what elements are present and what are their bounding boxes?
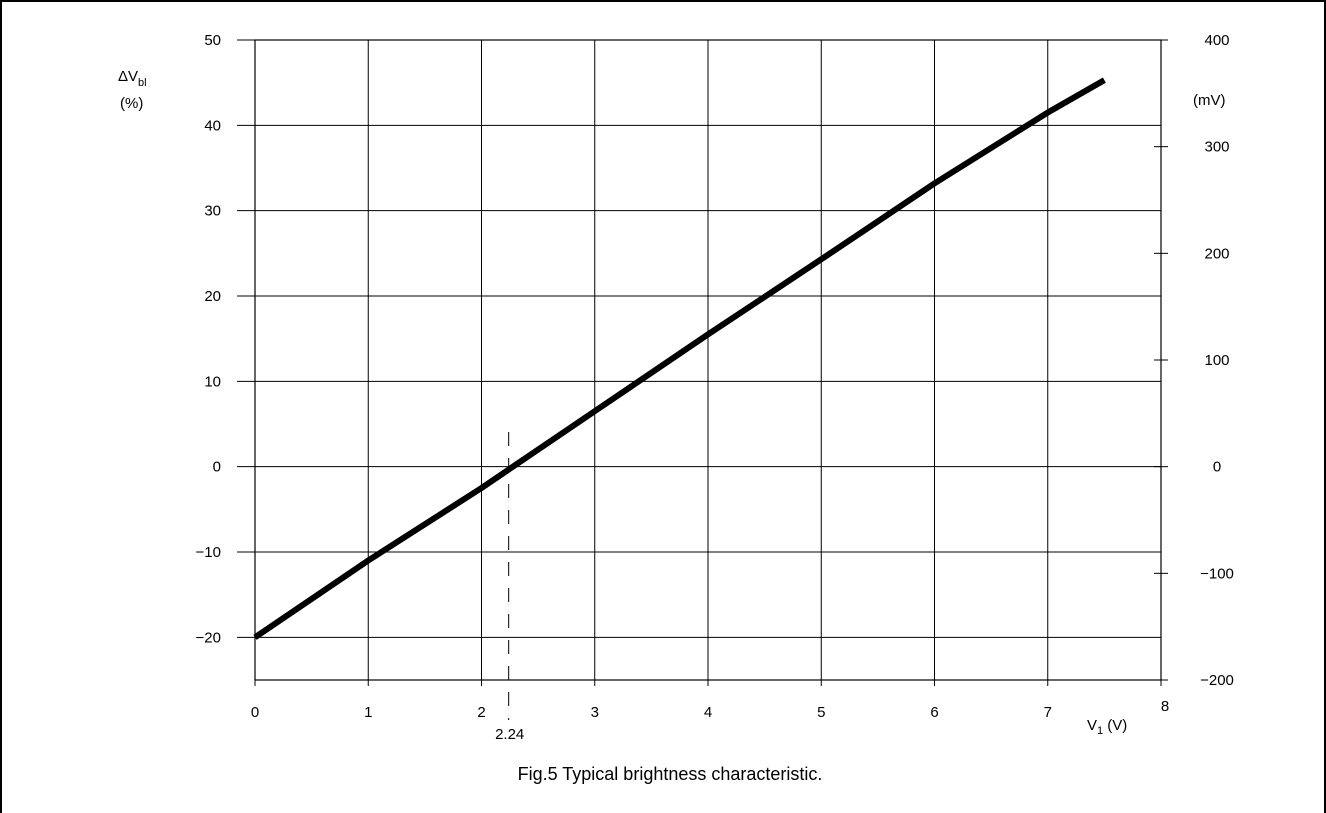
right-y-tick-label: −200 — [1200, 672, 1234, 689]
left-y-tick-label: −20 — [196, 629, 221, 646]
right-y-tick-label: 0 — [1213, 459, 1221, 476]
right-y-tick-label: 300 — [1204, 139, 1229, 156]
series-layer — [253, 77, 1106, 640]
right-axis-unit: (mV) — [1193, 92, 1226, 109]
right-axis-ticks — [1154, 39, 1168, 681]
right-y-tick-label: −100 — [1200, 565, 1234, 582]
x-tick-label: 5 — [817, 704, 825, 721]
series-line — [253, 77, 1106, 640]
x-axis-tick-labels: 0 1 2 3 4 5 6 7 8 — [251, 698, 1169, 721]
x-tick-label: 2 — [477, 704, 485, 721]
left-y-tick-label: 10 — [204, 373, 221, 390]
right-y-axis-tick-labels: −200 −100 0 100 200 300 400 — [1200, 32, 1234, 689]
x-axis-label-sub: 1 — [1097, 725, 1103, 737]
left-y-tick-label: 50 — [204, 32, 221, 49]
grid-lines — [237, 39, 1162, 686]
x-tick-label: 1 — [364, 704, 372, 721]
annotation-label: 2.24 — [495, 726, 524, 743]
left-y-tick-label: −10 — [196, 544, 221, 561]
x-tick-label: 7 — [1044, 704, 1052, 721]
figure-caption: Fig.5 Typical brightness characteristic. — [518, 764, 823, 784]
left-axis-label-sub: bl — [138, 77, 147, 89]
x-axis-label: V1 (V) — [1087, 717, 1127, 737]
x-axis-label-main: V — [1087, 717, 1097, 734]
x-axis-label-unit: (V) — [1103, 717, 1127, 734]
left-y-tick-label: 40 — [204, 117, 221, 134]
x-tick-label: 3 — [591, 704, 599, 721]
left-y-tick-label: 20 — [204, 288, 221, 305]
x-tick-label: 6 — [930, 704, 938, 721]
right-y-tick-label: 400 — [1204, 32, 1229, 49]
x-tick-label: 0 — [251, 704, 259, 721]
x-tick-label: 4 — [704, 704, 712, 721]
left-axis-label: ΔVbl — [118, 68, 147, 89]
left-axis-label-main: ΔV — [118, 68, 138, 85]
right-y-tick-label: 100 — [1204, 352, 1229, 369]
x-tick-label: 8 — [1161, 698, 1169, 715]
left-y-tick-label: 30 — [204, 203, 221, 220]
left-y-axis-tick-labels: −20 −10 0 10 20 30 40 50 — [196, 32, 221, 646]
left-y-tick-label: 0 — [213, 459, 221, 476]
right-y-tick-label: 200 — [1204, 245, 1229, 262]
left-axis-unit: (%) — [120, 95, 143, 112]
